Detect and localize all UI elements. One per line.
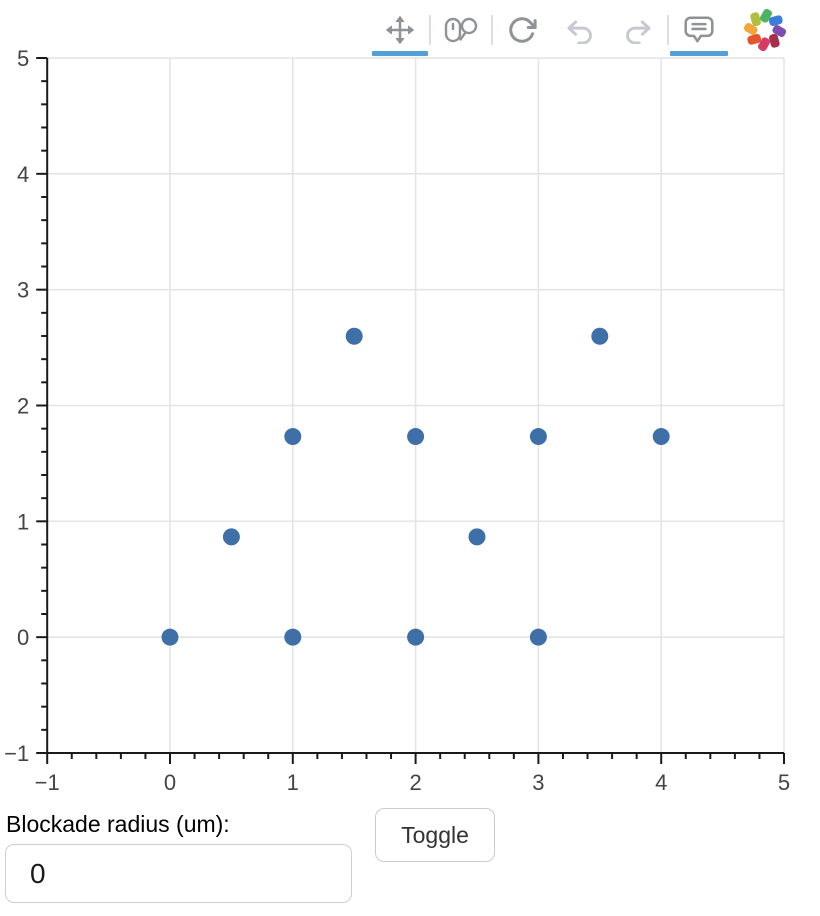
wheel-zoom-tool-button[interactable] bbox=[431, 4, 491, 56]
x-tick-label: −1 bbox=[35, 770, 60, 795]
x-tick-label: 0 bbox=[164, 770, 176, 795]
data-point bbox=[161, 628, 179, 646]
active-tool-indicator bbox=[670, 51, 728, 56]
data-point bbox=[529, 428, 547, 446]
y-tick-label: 0 bbox=[17, 625, 29, 650]
scatter-plot-canvas[interactable]: −1 0 1 2 3 4 5 −1 0 1 2 3 4 5 bbox=[0, 0, 820, 800]
hover-tool-button[interactable] bbox=[669, 4, 729, 56]
undo-tool-button[interactable] bbox=[551, 4, 609, 56]
logo-petal bbox=[760, 8, 772, 23]
y-tick-label: 2 bbox=[17, 394, 29, 419]
hover-icon bbox=[684, 16, 714, 43]
data-point bbox=[591, 327, 609, 345]
data-point bbox=[284, 628, 302, 646]
logo-petal bbox=[769, 33, 780, 48]
reset-tool-button[interactable] bbox=[493, 4, 551, 56]
x-tick-label: 5 bbox=[778, 770, 790, 795]
toolbar-separator bbox=[491, 15, 493, 45]
plot-toolbar bbox=[371, 4, 793, 56]
y-tick-label: 3 bbox=[17, 278, 29, 303]
data-point bbox=[468, 528, 486, 546]
pan-icon bbox=[386, 16, 414, 44]
logo-petal bbox=[758, 37, 770, 52]
y-tick-label: −1 bbox=[4, 741, 29, 766]
logo-petal bbox=[750, 12, 761, 27]
x-tick-label: 4 bbox=[655, 770, 667, 795]
data-point bbox=[652, 428, 670, 446]
data-point bbox=[345, 327, 363, 345]
y-tick-label: 1 bbox=[17, 509, 29, 534]
bokeh-logo[interactable] bbox=[737, 4, 793, 56]
data-point bbox=[407, 428, 425, 446]
blockade-radius-label: Blockade radius (um): bbox=[6, 811, 230, 837]
x-tick-label: 2 bbox=[409, 770, 421, 795]
active-tool-indicator bbox=[372, 51, 428, 56]
logo-petal bbox=[747, 34, 762, 45]
bokeh-logo-icon bbox=[743, 8, 787, 52]
x-tick-label: 1 bbox=[287, 770, 299, 795]
toolbar-separator bbox=[667, 15, 669, 45]
logo-petal bbox=[743, 23, 758, 35]
toggle-button[interactable]: Toggle bbox=[375, 808, 495, 862]
toolbar-separator bbox=[429, 15, 431, 45]
wheel-zoom-icon bbox=[444, 17, 478, 43]
reset-icon bbox=[509, 17, 537, 43]
data-point bbox=[222, 528, 240, 546]
redo-tool-button[interactable] bbox=[609, 4, 667, 56]
pan-tool-button[interactable] bbox=[371, 4, 429, 56]
redo-icon bbox=[626, 20, 651, 44]
logo-petal bbox=[772, 25, 787, 37]
logo-petal bbox=[768, 15, 783, 26]
data-point bbox=[284, 428, 302, 446]
y-tick-label: 4 bbox=[17, 162, 29, 187]
data-point bbox=[407, 628, 425, 646]
blockade-radius-input[interactable] bbox=[5, 844, 352, 903]
y-tick-label: 5 bbox=[17, 46, 29, 71]
x-tick-label: 3 bbox=[532, 770, 544, 795]
undo-icon bbox=[567, 20, 592, 44]
data-point bbox=[529, 628, 547, 646]
